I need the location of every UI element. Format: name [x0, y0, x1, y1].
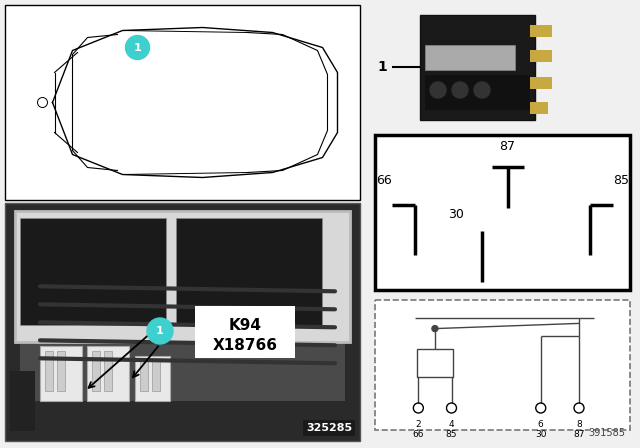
Bar [417, 349, 453, 377]
Text: 30: 30 [448, 208, 464, 221]
Bar [530, 102, 548, 114]
Text: 1: 1 [377, 60, 387, 74]
Circle shape [432, 326, 438, 332]
Bar [104, 351, 112, 391]
Bar [20, 213, 345, 401]
Text: 2: 2 [415, 420, 421, 429]
Bar [425, 75, 530, 110]
Bar [152, 361, 160, 391]
Bar [45, 351, 53, 391]
Text: 66: 66 [413, 430, 424, 439]
Text: 85: 85 [613, 174, 629, 187]
Bar [425, 45, 515, 70]
Bar [530, 77, 552, 89]
Bar [530, 50, 552, 62]
Bar [195, 306, 295, 358]
Text: 8: 8 [576, 420, 582, 429]
Bar [5, 203, 360, 441]
Bar [420, 15, 535, 120]
Text: 1: 1 [156, 326, 164, 336]
Circle shape [452, 82, 468, 98]
Text: 87: 87 [500, 140, 516, 153]
Bar [375, 135, 630, 290]
Bar [20, 218, 166, 325]
Text: 1: 1 [134, 43, 141, 52]
Bar [5, 5, 360, 200]
Bar [176, 218, 323, 325]
Circle shape [474, 82, 490, 98]
Bar [15, 211, 350, 342]
Bar [87, 346, 129, 401]
Text: 4: 4 [449, 420, 454, 429]
Text: X18766: X18766 [212, 337, 278, 353]
Text: K94: K94 [228, 318, 262, 332]
Text: 6: 6 [538, 420, 543, 429]
Bar [530, 25, 552, 37]
Circle shape [430, 82, 446, 98]
Text: 391585: 391585 [588, 428, 625, 438]
Circle shape [147, 318, 173, 344]
Bar [57, 351, 65, 391]
Text: 87: 87 [573, 430, 585, 439]
Circle shape [125, 35, 150, 60]
Bar [92, 351, 100, 391]
Text: 66: 66 [376, 174, 392, 187]
Text: 30: 30 [535, 430, 547, 439]
Bar [40, 346, 82, 401]
Bar [375, 300, 630, 430]
Bar [135, 356, 170, 401]
Bar [10, 371, 35, 431]
Text: 85: 85 [445, 430, 457, 439]
Text: 325285: 325285 [306, 423, 352, 433]
Bar [140, 361, 148, 391]
